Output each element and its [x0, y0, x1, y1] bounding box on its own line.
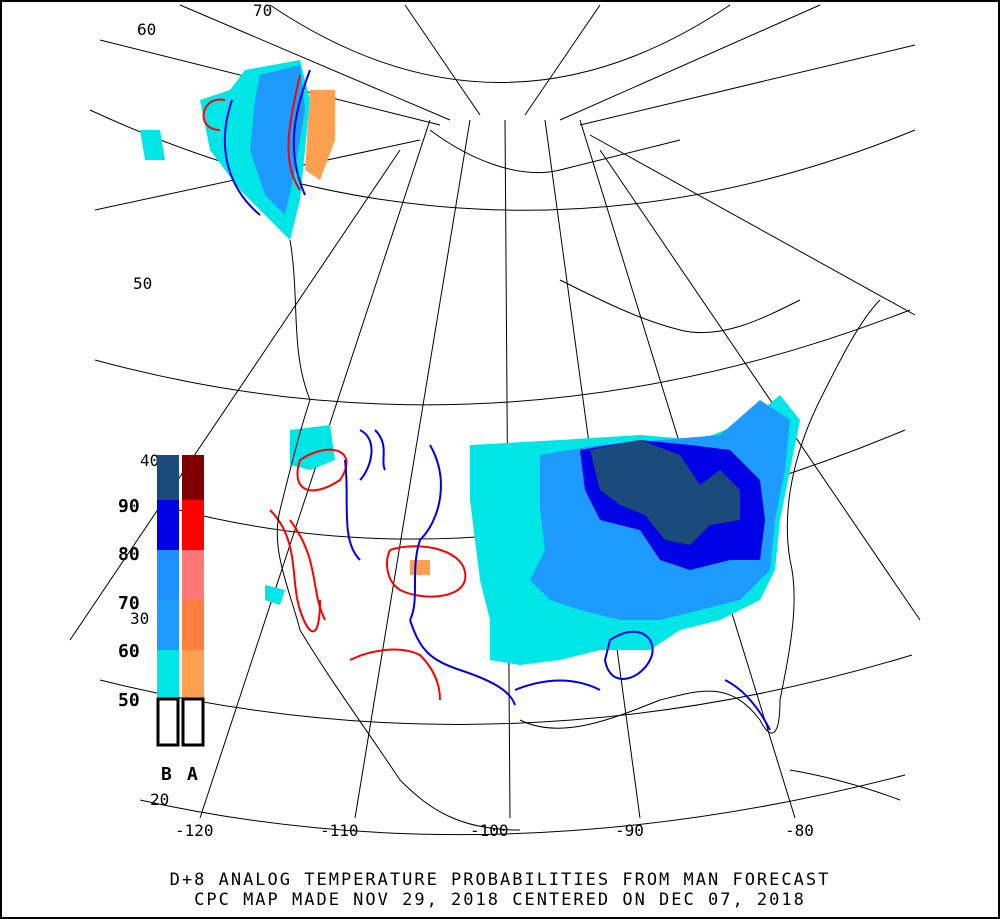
latitude-50-line	[94, 309, 911, 406]
lat-label-60: 60	[137, 20, 156, 39]
lat-label-70: 70	[253, 1, 272, 20]
legend-below-70	[157, 550, 179, 600]
legend-above-70	[182, 550, 204, 600]
alaska-shading	[140, 60, 335, 240]
legend-below-80	[157, 500, 179, 550]
contour-lines	[269, 429, 771, 731]
meridian-30	[589, 134, 916, 316]
meridian-110	[354, 119, 471, 819]
lat-label-30: 30	[130, 609, 149, 628]
legend-tick-60: 60	[118, 641, 140, 662]
lon-label-90: -90	[615, 821, 644, 840]
longitude-labels: -120 -110 -100 -90 -80	[175, 821, 814, 840]
legend-above-60	[182, 600, 204, 650]
legend-tick-70: 70	[118, 593, 140, 614]
lat-label-50: 50	[133, 274, 152, 293]
legend-below-90	[157, 455, 179, 500]
legend-below-60	[157, 600, 179, 650]
lon-label-80: -80	[785, 821, 814, 840]
legend-above-empty	[181, 697, 205, 747]
lat-label-20: 20	[150, 790, 169, 809]
latitude-60-line	[89, 109, 916, 211]
meridian-70	[599, 149, 921, 621]
meridian-130	[69, 149, 401, 641]
lon-label-100: -100	[470, 821, 509, 840]
conus-shading	[265, 395, 800, 665]
legend-above-label: A	[187, 764, 198, 785]
map-title-line-1: D+8 ANALOG TEMPERATURE PROBABILITIES FRO…	[169, 870, 831, 890]
legend-tick-90: 90	[118, 496, 140, 517]
legend-above-50	[182, 650, 204, 698]
lat-label-40: 40	[140, 451, 159, 470]
meridian-180	[404, 4, 481, 116]
legend-below-empty	[156, 697, 180, 747]
meridian-60	[524, 4, 601, 116]
latitude-30-line	[99, 654, 913, 725]
legend-above-90	[182, 455, 204, 500]
legend-below-50	[157, 650, 179, 698]
legend-below-label: B	[161, 764, 172, 785]
coastlines	[276, 129, 901, 831]
latitude-labels: 20 30 40 50 60 70	[130, 1, 272, 809]
meridian-170	[179, 4, 451, 121]
meridian-40	[579, 44, 916, 126]
lon-label-120: -120	[175, 821, 214, 840]
latitude-70-line	[269, 4, 731, 83]
probability-legend: 90 80 70 60 50 B A	[118, 455, 205, 785]
meridian-120	[199, 119, 431, 819]
map-title-line-2: CPC MAP MADE NOV 29, 2018 CENTERED ON DE…	[194, 890, 806, 910]
legend-tick-50: 50	[118, 690, 140, 711]
legend-tick-80: 80	[118, 544, 140, 565]
legend-above-80	[182, 500, 204, 550]
lon-label-110: -110	[320, 821, 359, 840]
meridian-50	[559, 4, 821, 121]
